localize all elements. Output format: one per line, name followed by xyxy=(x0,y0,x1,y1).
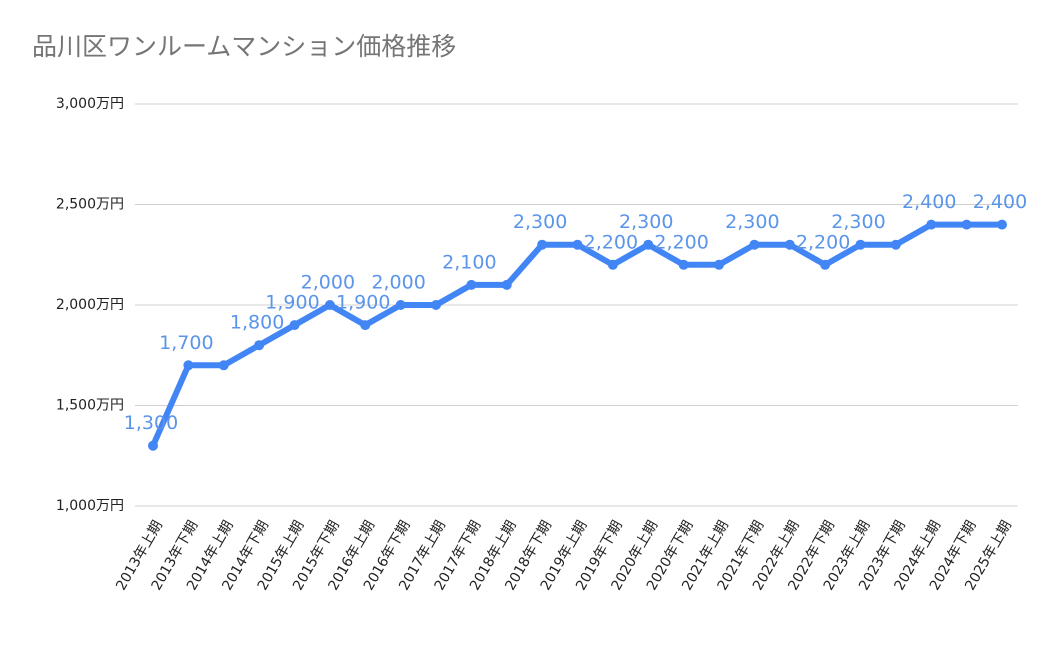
data-point xyxy=(643,239,654,250)
data-label: 2,000 xyxy=(371,272,425,294)
data-point xyxy=(714,259,724,270)
data-point xyxy=(254,340,265,351)
data-line xyxy=(150,221,1002,447)
data-point xyxy=(961,219,972,230)
data-point xyxy=(749,239,760,250)
data-point xyxy=(501,279,512,290)
y-tick-label: 1,500万円 xyxy=(56,398,124,414)
data-label: 2,200 xyxy=(796,231,850,253)
data-label: 2,400 xyxy=(973,191,1027,213)
data-point xyxy=(360,320,371,331)
data-label: 2,200 xyxy=(584,231,638,253)
data-label: 2,000 xyxy=(301,272,355,294)
data-point xyxy=(997,219,1007,230)
data-point xyxy=(395,300,406,310)
chart-title: 品川区ワンルームマンション価格推移 xyxy=(32,32,456,61)
data-point xyxy=(183,360,194,371)
data-point xyxy=(289,320,300,331)
data-point xyxy=(890,239,901,250)
data-label: 2,300 xyxy=(831,211,885,233)
data-point xyxy=(148,440,158,451)
data-label: 1,800 xyxy=(230,312,284,334)
data-point xyxy=(537,239,548,250)
data-label: 1,700 xyxy=(159,332,213,354)
data-point xyxy=(784,239,795,250)
data-point xyxy=(678,259,689,270)
data-point xyxy=(572,239,583,250)
data-point xyxy=(607,259,618,270)
data-label: 1,300 xyxy=(124,412,178,434)
y-tick-label: 3,000万円 xyxy=(56,96,124,112)
data-label: 2,300 xyxy=(513,211,567,233)
data-label: 2,300 xyxy=(619,211,673,233)
data-label: 2,200 xyxy=(654,231,708,253)
data-label: 2,400 xyxy=(902,191,956,213)
data-label: 1,900 xyxy=(336,292,390,314)
data-label: 2,300 xyxy=(725,211,779,233)
data-point xyxy=(466,279,477,290)
data-point xyxy=(324,300,335,310)
data-point xyxy=(431,300,441,310)
y-tick-label: 2,000万円 xyxy=(56,297,124,313)
y-tick-label: 2,500万円 xyxy=(56,197,124,213)
data-label: 2,100 xyxy=(442,251,496,273)
data-label: 1,900 xyxy=(265,292,319,314)
data-point xyxy=(218,360,229,371)
y-tick-label: 1,000万円 xyxy=(56,498,124,514)
data-point xyxy=(820,259,831,270)
data-point xyxy=(926,219,937,230)
data-point xyxy=(855,239,866,250)
